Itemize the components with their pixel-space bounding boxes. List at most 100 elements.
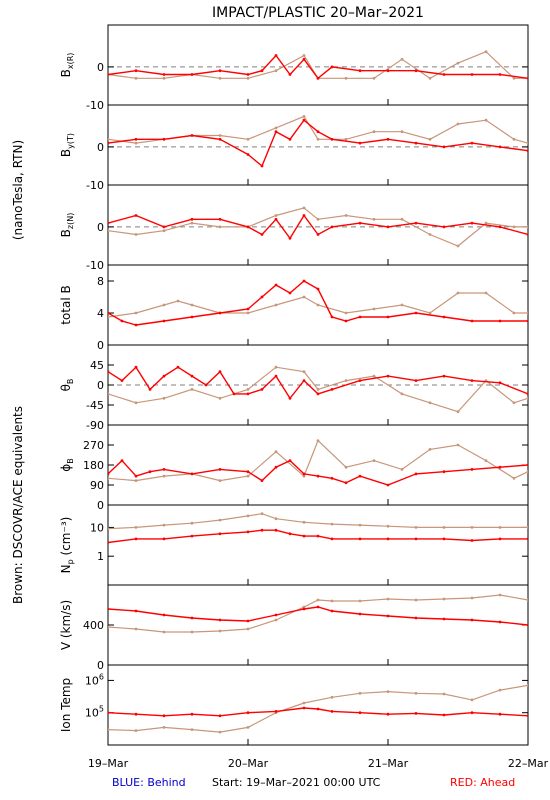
point-red-totb-6 bbox=[246, 307, 250, 311]
point-red-bx-3 bbox=[190, 73, 194, 76]
point-brown-np-13 bbox=[442, 526, 446, 529]
point-red-theta-3 bbox=[148, 388, 152, 391]
point-red-vel-14 bbox=[470, 618, 474, 622]
point-brown-theta-13 bbox=[456, 410, 460, 414]
point-red-vel-6 bbox=[274, 613, 278, 617]
point-brown-temp-10 bbox=[386, 690, 390, 693]
ytick-label-temp-1: 106 bbox=[85, 672, 104, 687]
point-red-phi-19 bbox=[470, 468, 474, 471]
point-red-by-17 bbox=[498, 145, 502, 149]
point-red-by-9 bbox=[302, 118, 306, 122]
point-brown-phi-7 bbox=[302, 474, 306, 478]
point-brown-vel-9 bbox=[330, 599, 334, 603]
point-red-totb-11 bbox=[316, 287, 320, 291]
point-brown-phi-9 bbox=[344, 465, 348, 469]
point-red-totb-20 bbox=[526, 319, 528, 323]
point-brown-by-5 bbox=[246, 137, 250, 141]
point-red-np-0 bbox=[108, 541, 110, 544]
point-red-np-6 bbox=[260, 528, 264, 532]
point-red-theta-16 bbox=[330, 388, 334, 391]
point-brown-np-3 bbox=[190, 521, 194, 525]
panel-frame-bx bbox=[107, 24, 529, 106]
point-brown-bz-12 bbox=[428, 233, 432, 236]
ytick-label-temp-0: 105 bbox=[85, 705, 104, 720]
point-brown-vel-13 bbox=[442, 597, 446, 601]
point-red-temp-14 bbox=[470, 711, 474, 715]
point-red-bz-5 bbox=[246, 225, 250, 229]
point-red-totb-18 bbox=[470, 319, 474, 323]
point-red-vel-4 bbox=[218, 618, 222, 622]
point-red-theta-21 bbox=[470, 379, 474, 382]
point-red-temp-11 bbox=[386, 712, 390, 716]
point-brown-np-8 bbox=[302, 520, 306, 524]
point-brown-theta-11 bbox=[400, 392, 404, 396]
point-red-temp-3 bbox=[190, 712, 194, 716]
x-axis: 19–Mar 20–Mar 21–Mar 22–Mar bbox=[88, 757, 549, 770]
point-red-phi-14 bbox=[344, 481, 348, 485]
point-red-theta-19 bbox=[414, 379, 418, 382]
point-red-phi-11 bbox=[302, 472, 306, 476]
point-red-theta-5 bbox=[176, 365, 180, 369]
point-brown-vel-10 bbox=[358, 599, 362, 603]
point-red-by-5 bbox=[246, 153, 250, 156]
point-red-np-18 bbox=[526, 537, 528, 541]
point-red-np-12 bbox=[358, 537, 362, 541]
point-red-np-16 bbox=[470, 539, 474, 542]
point-brown-totb-13 bbox=[428, 311, 432, 315]
point-red-vel-12 bbox=[414, 616, 418, 620]
panel-label-phi: ϕB bbox=[59, 458, 75, 471]
point-brown-by-0 bbox=[108, 137, 110, 141]
point-red-by-12 bbox=[358, 141, 362, 145]
point-red-bx-13 bbox=[386, 69, 390, 73]
xtick-label-3: 22–Mar bbox=[508, 757, 549, 770]
point-red-temp-6 bbox=[274, 710, 278, 713]
point-brown-theta-0 bbox=[108, 392, 110, 396]
ytick-label-bx-0: -10 bbox=[86, 99, 104, 112]
point-brown-temp-4 bbox=[218, 730, 222, 734]
ytick-label-theta-2: 0 bbox=[97, 379, 104, 392]
point-brown-np-5 bbox=[246, 514, 250, 518]
point-brown-temp-2 bbox=[162, 726, 166, 729]
footer-blue-label: BLUE: Behind bbox=[112, 776, 186, 789]
point-red-temp-12 bbox=[414, 712, 418, 715]
xtick-label-1: 20–Mar bbox=[228, 757, 269, 770]
point-red-theta-1 bbox=[120, 379, 124, 382]
ytick-label-np-1: 10 bbox=[90, 521, 104, 534]
point-brown-theta-6 bbox=[274, 365, 278, 369]
point-red-vel-15 bbox=[498, 620, 502, 624]
point-red-phi-3 bbox=[148, 470, 152, 474]
point-brown-theta-8 bbox=[316, 388, 320, 391]
point-brown-np-14 bbox=[470, 526, 474, 529]
point-brown-temp-8 bbox=[330, 695, 334, 699]
point-brown-totb-0 bbox=[108, 315, 110, 319]
point-red-bz-3 bbox=[190, 217, 194, 221]
point-brown-by-1 bbox=[134, 141, 138, 145]
point-red-theta-2 bbox=[134, 365, 138, 369]
point-red-by-18 bbox=[526, 149, 528, 153]
point-red-np-8 bbox=[288, 532, 292, 536]
point-brown-phi-8 bbox=[316, 439, 320, 442]
point-red-bz-16 bbox=[470, 221, 474, 225]
point-red-by-14 bbox=[414, 141, 418, 145]
series-brown-phi bbox=[108, 439, 528, 482]
point-red-theta-10 bbox=[246, 392, 250, 396]
point-red-bx-12 bbox=[358, 69, 362, 73]
point-brown-phi-12 bbox=[428, 448, 432, 451]
point-red-totb-13 bbox=[344, 319, 348, 323]
point-brown-vel-15 bbox=[498, 593, 502, 597]
ytick-label-phi-3: 270 bbox=[83, 439, 104, 452]
point-red-totb-14 bbox=[358, 315, 362, 319]
point-brown-by-8 bbox=[316, 137, 320, 141]
panel-vel: 0 400 V (km/s) bbox=[59, 584, 529, 672]
ytick-label-theta-1: -45 bbox=[86, 399, 104, 412]
point-brown-temp-15 bbox=[526, 684, 528, 687]
point-brown-totb-2 bbox=[162, 303, 166, 307]
point-brown-np-15 bbox=[498, 526, 502, 529]
point-brown-totb-10 bbox=[344, 311, 348, 315]
point-brown-totb-3 bbox=[176, 299, 180, 303]
ytick-label-phi-0: 0 bbox=[97, 499, 104, 512]
point-brown-bx-6 bbox=[274, 69, 278, 73]
point-brown-bz-10 bbox=[372, 217, 376, 221]
point-red-totb-1 bbox=[120, 319, 124, 323]
